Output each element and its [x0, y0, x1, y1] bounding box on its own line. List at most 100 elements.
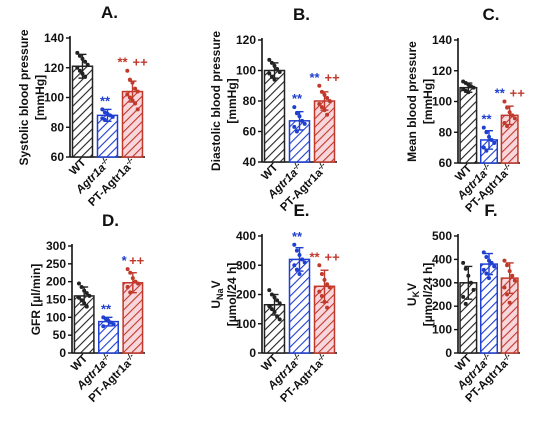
significance-mark-pt-agtr1a-a: ++ — [133, 55, 149, 70]
y-tick-label-d: 100 — [46, 310, 66, 324]
data-point-wt-e — [277, 317, 282, 322]
y-tick-label-b: 120 — [236, 33, 256, 47]
data-point-wt-e — [277, 301, 282, 306]
data-point-pt-agtr1a-a — [127, 77, 132, 82]
data-point-agtr1a-ko-b — [300, 118, 305, 123]
data-point-wt-a — [75, 50, 80, 55]
data-point-wt-e — [272, 295, 277, 300]
data-point-pt-agtr1a-e — [317, 289, 322, 294]
y-axis-unit-f: [µmol/24 h] — [421, 263, 435, 327]
category-name: WT — [259, 353, 280, 374]
data-point-wt-f — [468, 280, 473, 285]
data-point-pt-agtr1a-d — [125, 285, 130, 290]
data-point-pt-agtr1a-e — [325, 282, 330, 287]
significance-mark-pt-agtr1a-a: ** — [118, 55, 129, 70]
data-point-wt-d — [84, 304, 89, 309]
data-point-pt-agtr1a-a — [133, 86, 138, 91]
data-point-agtr1a-ko-f — [487, 276, 491, 281]
data-point-pt-agtr1a-e — [325, 305, 330, 310]
data-point-pt-agtr1a-a — [125, 68, 130, 73]
data-point-wt-a — [77, 68, 82, 73]
y-axis-label-base-f: U — [405, 297, 419, 306]
significance-mark-agtr1a-ko-a: ** — [100, 93, 111, 108]
data-point-pt-agtr1a-d — [136, 281, 141, 286]
y-axis-unit-b: [mmHg] — [225, 78, 239, 123]
panel-label-d: D. — [102, 211, 119, 230]
data-point-wt-d — [82, 288, 87, 293]
data-point-agtr1a-ko-f — [481, 250, 486, 255]
data-point-wt-b — [269, 60, 274, 65]
data-point-pt-agtr1a-e — [322, 299, 327, 304]
data-point-agtr1a-ko-b — [292, 105, 297, 110]
data-point-pt-agtr1a-b — [322, 92, 327, 97]
data-point-wt-b — [269, 74, 274, 79]
data-point-pt-agtr1a-c — [502, 121, 507, 126]
category-name: WT — [67, 157, 88, 178]
data-point-pt-agtr1a-a — [135, 89, 140, 94]
data-point-agtr1a-ko-b — [294, 129, 299, 134]
category-name: WT — [259, 162, 280, 183]
data-point-wt-a — [77, 53, 82, 58]
data-point-agtr1a-ko-e — [292, 263, 297, 268]
data-point-wt-e — [275, 314, 280, 319]
data-point-agtr1a-ko-c — [481, 145, 486, 150]
data-point-wt-e — [267, 288, 272, 293]
data-point-wt-b — [275, 66, 280, 71]
panel-a: A. Systolic blood pressure [mmHg] 60 80 100 12… — [17, 3, 148, 209]
data-point-wt-e — [267, 304, 272, 309]
significance-mark-pt-agtr1a-c: ** — [495, 86, 506, 101]
data-point-wt-a — [83, 74, 88, 79]
data-point-agtr1a-ko-e — [292, 242, 297, 247]
significance-mark-agtr1a-ko-e: ** — [292, 229, 303, 244]
significance-mark-pt-agtr1a-c: ++ — [510, 86, 526, 101]
significance-mark-agtr1a-ko-b: ** — [292, 91, 303, 106]
significance-mark-pt-agtr1a-b: ** — [310, 70, 321, 85]
y-tick-label-f: 0 — [445, 346, 452, 360]
y-tick-label-d: 200 — [46, 275, 66, 289]
data-point-pt-agtr1a-c — [505, 124, 510, 129]
data-point-pt-agtr1a-c — [502, 99, 507, 104]
data-point-pt-agtr1a-b — [327, 99, 332, 103]
data-point-wt-d — [82, 301, 87, 306]
data-point-pt-agtr1a-f — [507, 269, 512, 274]
data-point-agtr1a-ko-f — [487, 258, 491, 263]
significance-mark-pt-agtr1a-e: ** — [310, 249, 321, 264]
data-point-wt-a — [75, 65, 80, 70]
data-point-agtr1a-ko-c — [484, 130, 489, 135]
data-point-wt-f — [461, 294, 466, 299]
data-point-pt-agtr1a-f — [505, 292, 510, 297]
data-point-wt-b — [267, 71, 272, 76]
data-point-pt-agtr1a-b — [319, 89, 324, 94]
data-point-wt-a — [80, 56, 85, 61]
category-superscript: -/- — [315, 160, 327, 172]
panel-label-c: C. — [483, 5, 500, 24]
data-point-wt-b — [267, 57, 272, 62]
y-tick-label-d: 0 — [59, 346, 66, 360]
data-point-pt-agtr1a-e — [319, 293, 324, 298]
data-point-agtr1a-ko-f — [489, 260, 494, 265]
data-point-agtr1a-ko-e — [297, 272, 302, 277]
y-axis-unit-e: [µmol/24 h] — [225, 263, 239, 327]
data-point-wt-a — [83, 59, 88, 64]
data-point-agtr1a-ko-a — [100, 107, 105, 112]
y-tick-label-f: 200 — [432, 299, 452, 313]
y-tick-label-e: 100 — [236, 317, 256, 331]
data-point-agtr1a-ko-d — [101, 324, 106, 329]
data-point-pt-agtr1a-f — [510, 273, 515, 278]
category-superscript: -/- — [501, 161, 513, 173]
data-point-agtr1a-ko-c — [492, 141, 497, 146]
data-point-wt-e — [272, 310, 277, 315]
data-point-pt-agtr1a-f — [502, 285, 507, 290]
bar-wt-b — [263, 69, 286, 163]
data-point-pt-agtr1a-a — [130, 80, 135, 85]
data-point-pt-agtr1a-e — [317, 263, 322, 268]
y-tick-label-d: 50 — [53, 328, 67, 342]
data-point-pt-agtr1a-c — [505, 105, 510, 110]
y-tick-label-f: 400 — [432, 252, 452, 266]
category-superscript: -/- — [123, 155, 135, 167]
data-point-agtr1a-ko-e — [300, 257, 305, 262]
y-axis-label-base-e: U — [209, 300, 223, 309]
y-tick-label-b: 100 — [236, 64, 256, 78]
data-point-pt-agtr1a-b — [317, 102, 322, 107]
